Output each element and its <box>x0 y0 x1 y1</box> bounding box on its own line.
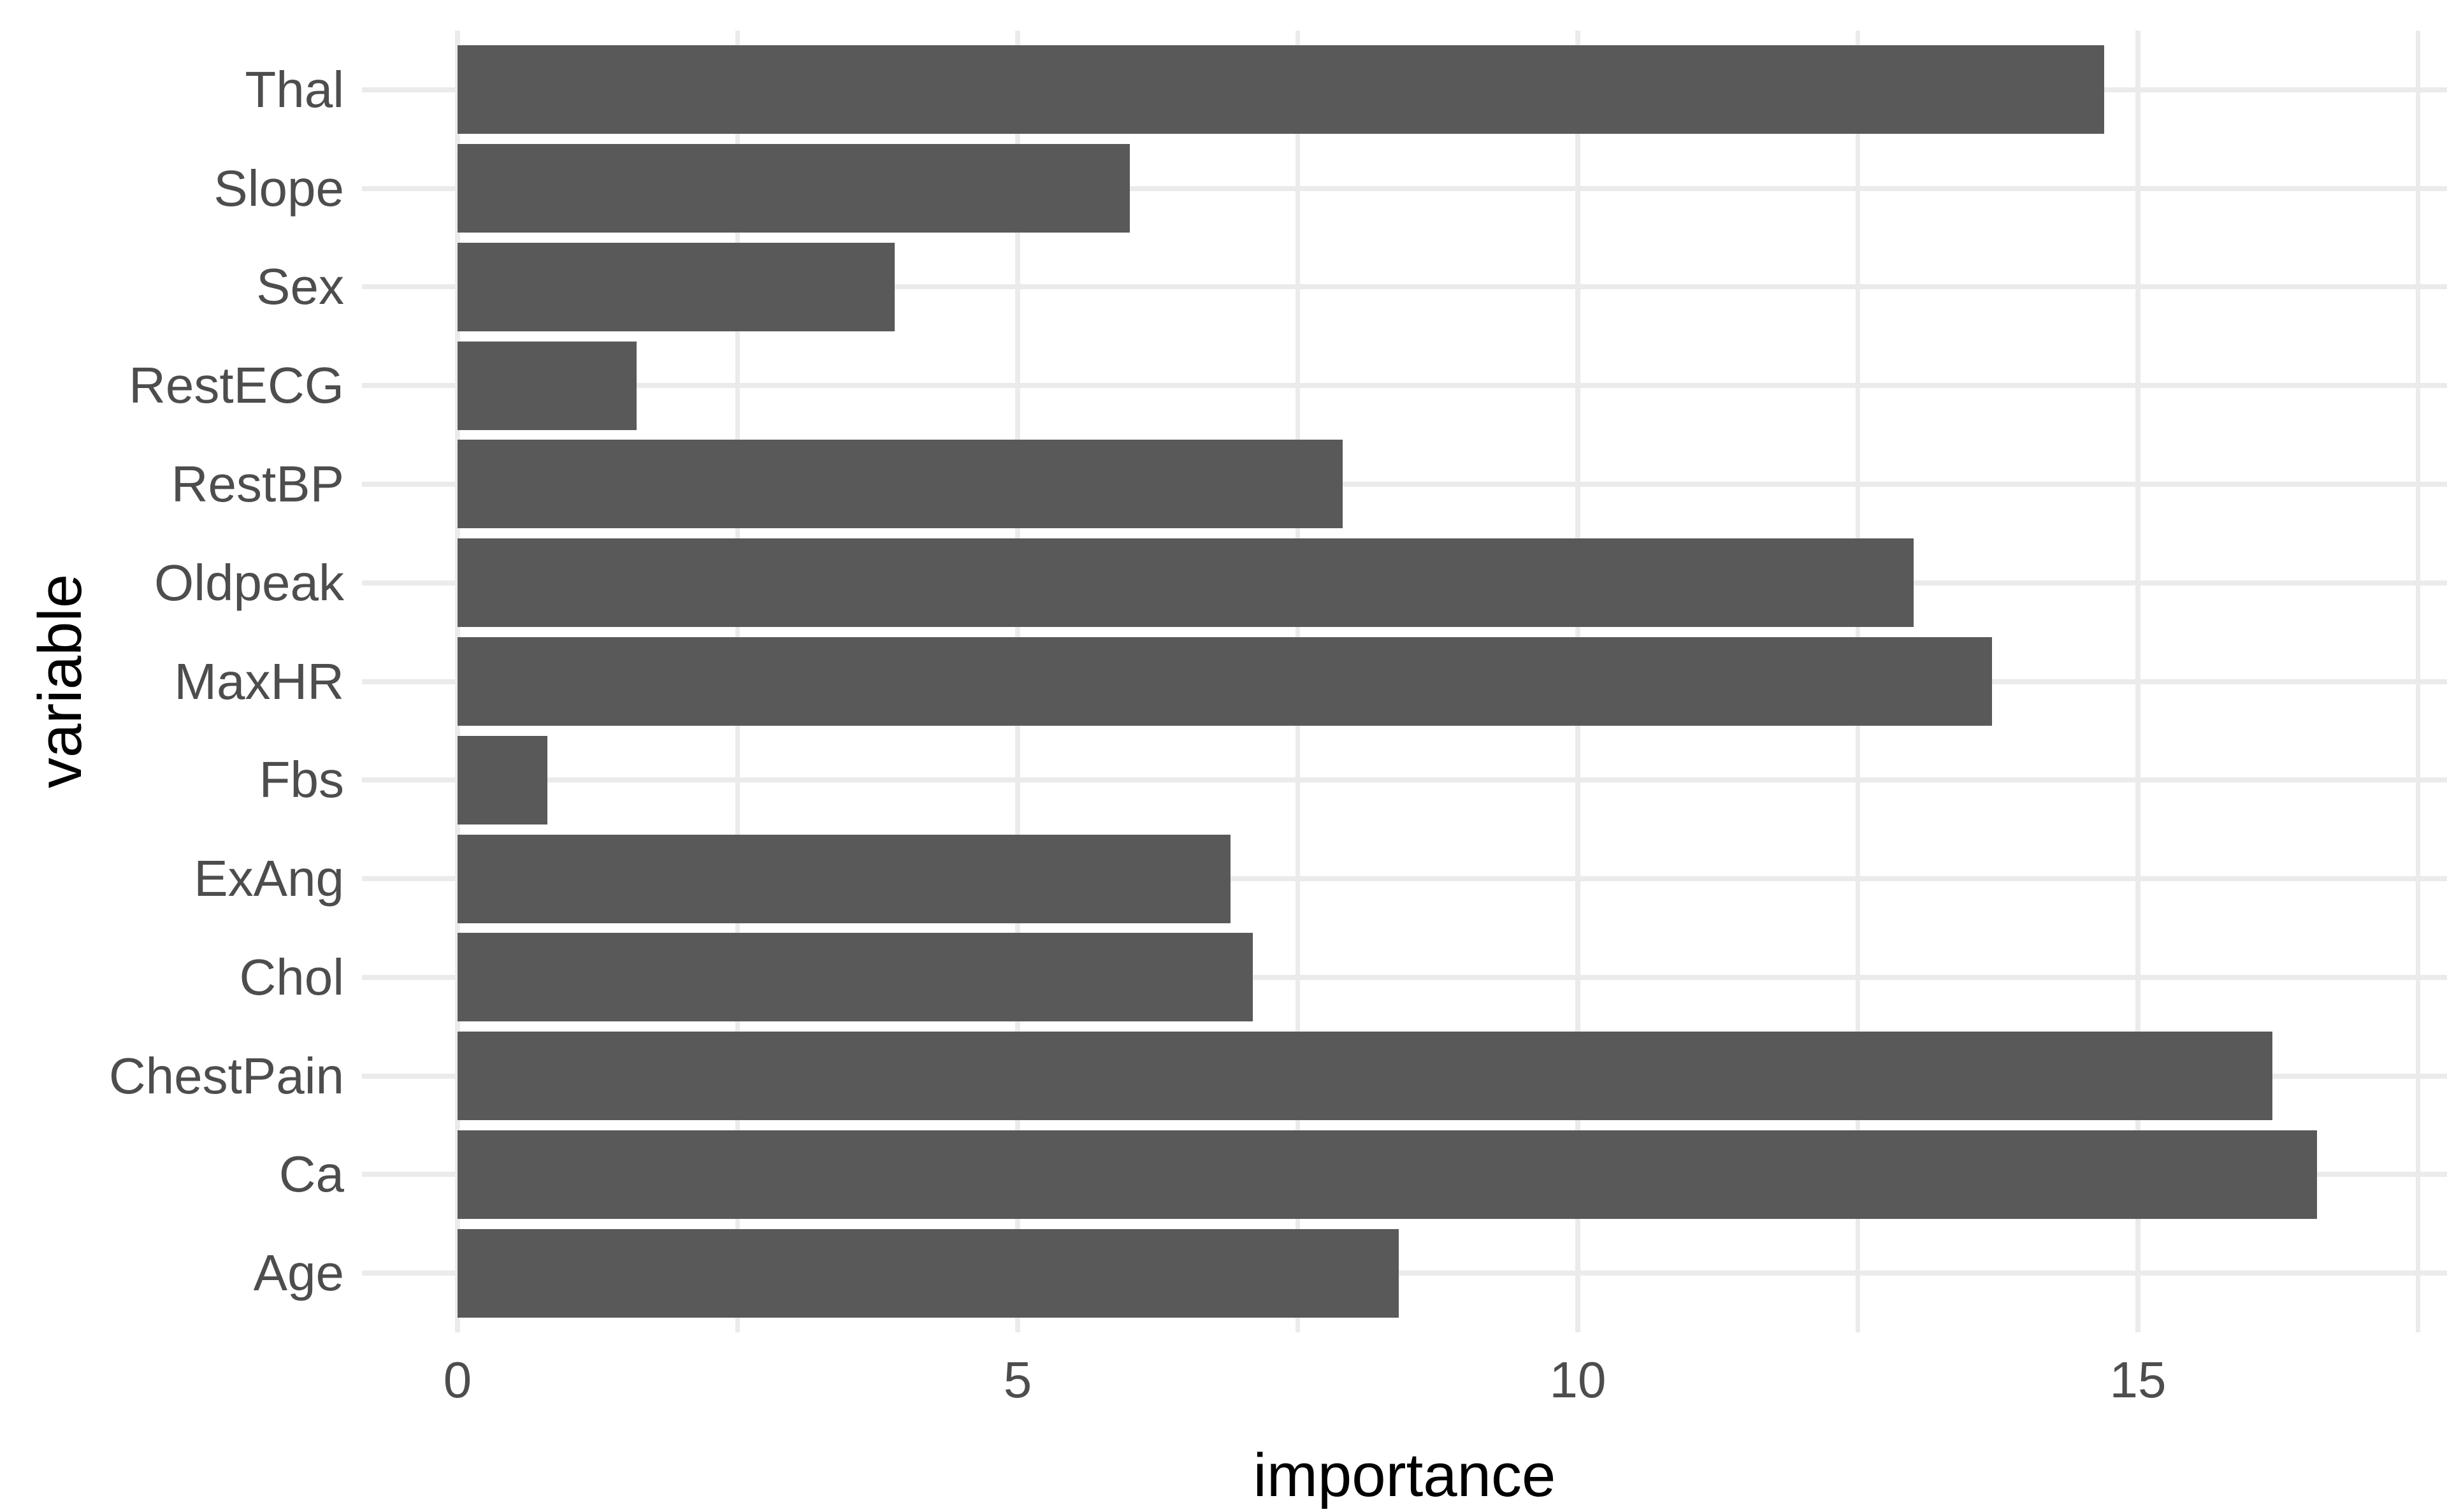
y-tick-label-age: Age <box>253 1244 344 1302</box>
y-tick-label-ca: Ca <box>278 1146 344 1203</box>
y-tick-label-slope: Slope <box>213 159 344 217</box>
x-tick-label-10: 10 <box>1549 1351 1606 1408</box>
gridline-horizontal-restecg <box>362 383 2447 389</box>
y-tick-label-chestpain: ChestPain <box>108 1047 344 1104</box>
x-tick-label-0: 0 <box>443 1351 472 1408</box>
gridline-horizontal-age <box>362 1271 2447 1276</box>
x-axis-title: importance <box>1253 1441 1556 1509</box>
bar-ca <box>458 1130 2318 1219</box>
gridline-minor-x-17.5 <box>2416 31 2420 1332</box>
y-tick-label-restecg: RestECG <box>129 357 344 414</box>
y-tick-label-exang: ExAng <box>194 850 344 907</box>
y-tick-label-sex: Sex <box>256 258 344 315</box>
y-tick-label-thal: Thal <box>245 61 344 118</box>
y-tick-label-oldpeak: Oldpeak <box>154 554 344 611</box>
gridline-horizontal-fbs <box>362 777 2447 783</box>
gridline-horizontal-restbp <box>362 481 2447 487</box>
bar-exang <box>458 834 1231 923</box>
bar-fbs <box>458 735 547 824</box>
bar-sex <box>458 242 895 331</box>
bar-chol <box>458 933 1253 1022</box>
x-tick-label-15: 15 <box>2109 1351 2167 1408</box>
plot-panel <box>362 31 2447 1332</box>
y-tick-label-maxhr: MaxHR <box>174 652 344 710</box>
gridline-horizontal-slope <box>362 185 2447 191</box>
gridline-horizontal-sex <box>362 284 2447 290</box>
bar-slope <box>458 144 1130 233</box>
bar-chestpain <box>458 1032 2272 1121</box>
y-axis-title: variable <box>26 573 94 789</box>
gridline-horizontal-exang <box>362 876 2447 882</box>
gridline-major-x-15 <box>2135 31 2140 1332</box>
y-tick-label-restbp: RestBP <box>171 455 344 512</box>
x-tick-label-5: 5 <box>1003 1351 1032 1408</box>
bar-restbp <box>458 440 1343 529</box>
bar-thal <box>458 45 2105 134</box>
gridline-horizontal-chol <box>362 974 2447 980</box>
bar-maxhr <box>458 637 1993 726</box>
y-tick-label-chol: Chol <box>239 948 344 1005</box>
y-tick-label-fbs: Fbs <box>259 751 344 809</box>
bar-age <box>458 1228 1399 1318</box>
bar-oldpeak <box>458 538 1914 628</box>
bar-restecg <box>458 341 637 430</box>
